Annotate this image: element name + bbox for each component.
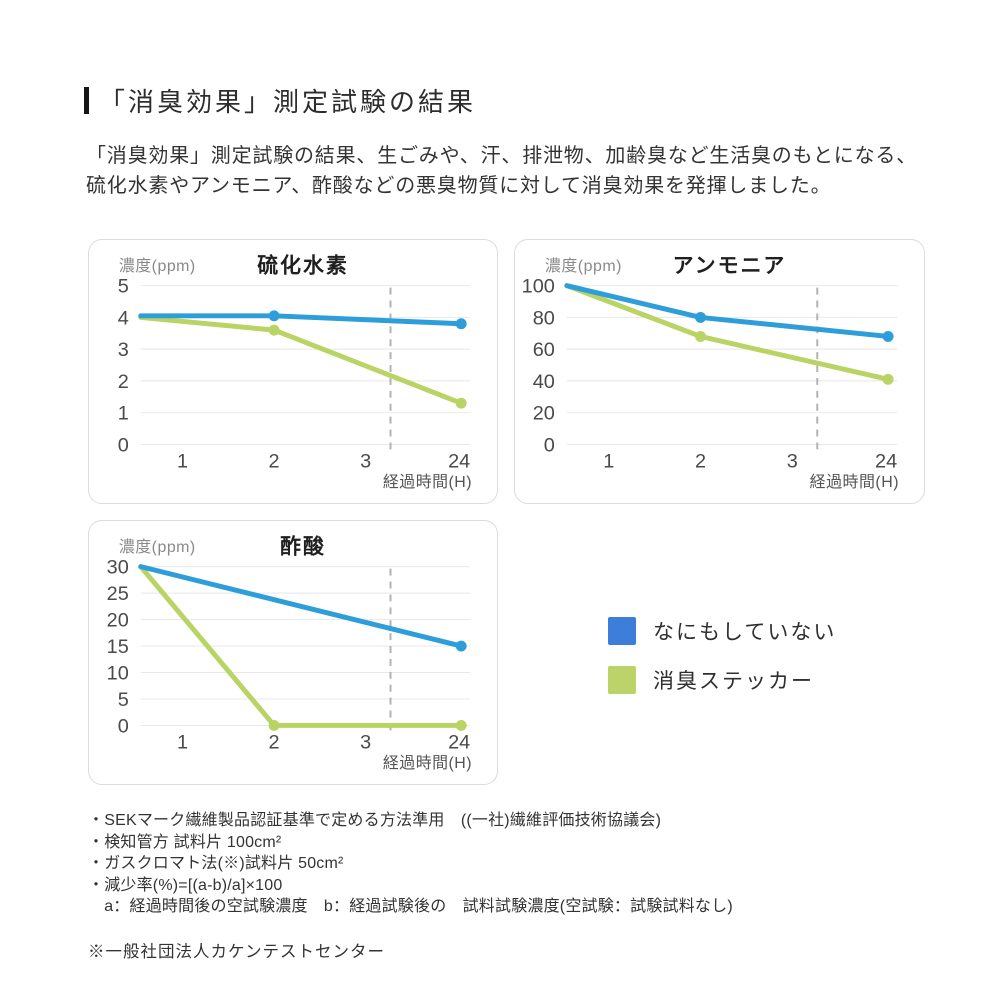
footnote-line: ・検知管方 試料片 100cm² — [88, 833, 282, 851]
x-tick-label: 24 — [875, 450, 897, 472]
x-tick-label: 24 — [448, 450, 470, 472]
x-tick-label: 3 — [360, 450, 371, 472]
chart-card-ammonia: 0 20 40 60 80 100 1 2 3 24 経過時間(H) 濃度(ppm) アンモニア — [514, 239, 925, 504]
y-tick-label: 1 — [118, 403, 129, 425]
x-tick-label: 1 — [177, 450, 188, 472]
intro-line-2: 硫化水素やアンモニア、酢酸などの悪臭物質に対して消臭効果を発揮しました。 — [86, 175, 832, 197]
y-axis-label: 濃度(ppm) — [119, 257, 196, 275]
y-tick-label: 80 — [533, 307, 555, 329]
chart-title: 硫化水素 — [257, 254, 349, 278]
series-dot-green — [455, 719, 467, 731]
legend-label-deodorant-sticker: 消臭ステッカー — [653, 670, 814, 693]
y-tick-label: 30 — [107, 557, 129, 579]
intro-line-1: 「消臭効果」測定試験の結果、生ごみや、汗、排泄物、加齢臭など生活臭のもとになる、 — [86, 145, 917, 167]
y-tick-label: 10 — [107, 662, 129, 684]
y-tick-label: 3 — [118, 339, 129, 361]
y-tick-label: 0 — [118, 434, 129, 456]
chart-card-acetic-acid: 0 5 10 15 20 25 30 1 2 3 24 経過時間(H) 濃度(ppm) 酢酸 — [88, 520, 498, 785]
x-tick-label: 2 — [269, 731, 280, 753]
x-tick-label: 2 — [695, 450, 706, 472]
y-axis-label: 濃度(ppm) — [119, 538, 196, 556]
x-tick-label: 3 — [787, 450, 798, 472]
chart-title: アンモニア — [673, 255, 787, 278]
x-tick-label: 2 — [269, 450, 280, 472]
x-axis-label: 経過時間(H) — [383, 473, 472, 491]
y-tick-label: 40 — [533, 371, 555, 393]
title-accent-bar — [84, 87, 89, 114]
footnote-line: ・ガスクロマト法(※)試料片 50cm² — [88, 855, 344, 872]
series-dot-blue — [882, 331, 894, 342]
source-note: ※一般社団法人カケンテストセンター — [88, 943, 386, 961]
y-tick-label: 0 — [544, 434, 555, 456]
chart-title: 酢酸 — [280, 535, 326, 559]
series-dot-blue — [695, 311, 707, 323]
y-tick-label: 20 — [107, 610, 129, 632]
series-dot-green — [882, 373, 894, 385]
series-dot-green — [695, 331, 707, 342]
y-tick-label: 100 — [522, 276, 555, 298]
legend-swatch-green-icon — [608, 666, 636, 694]
x-axis-label: 経過時間(H) — [810, 473, 899, 491]
x-tick-label: 1 — [603, 450, 614, 472]
y-tick-label: 15 — [107, 636, 129, 658]
series-dot-blue — [268, 310, 280, 322]
y-tick-label: 4 — [118, 307, 129, 329]
chart-legend: なにもしていない 消臭ステッカー — [608, 616, 836, 714]
x-tick-label: 1 — [177, 731, 188, 753]
page-title: 「消臭効果」測定試験の結果 — [99, 87, 477, 117]
legend-item-untreated: なにもしていない — [608, 616, 836, 646]
y-tick-label: 20 — [533, 403, 555, 425]
series-dot-blue — [455, 318, 467, 330]
footnote-line: ・減少率(%)=[(a-b)/a]×100 — [88, 876, 283, 894]
series-dot-green — [268, 324, 280, 336]
x-tick-label: 3 — [360, 731, 371, 753]
x-axis-label: 経過時間(H) — [383, 754, 472, 772]
series-line-blue — [564, 283, 891, 339]
legend-swatch-blue-icon — [608, 617, 636, 645]
series-line-blue — [138, 564, 464, 649]
y-tick-label: 0 — [118, 715, 129, 737]
legend-label-untreated: なにもしていない — [653, 621, 837, 644]
chart-card-hydrogen-sulfide: 0 1 2 3 4 5 1 2 3 24 経過時間(H) 濃度(ppm) 硫化水素 — [88, 239, 498, 504]
y-axis-label: 濃度(ppm) — [545, 257, 622, 275]
footnotes: ・SEKマーク繊維製品認証基準で定める方法準用 ((一社)繊維評価技術協議会) … — [88, 810, 733, 918]
series-dot-green — [268, 719, 280, 731]
footnote-line: a：経過時間後の空試験濃度 b：経過試験後の 試料試験濃度(空試験：試験試料なし… — [88, 898, 733, 915]
legend-item-deodorant-sticker: 消臭ステッカー — [608, 665, 836, 695]
series-line-green — [138, 314, 464, 406]
series-dot-blue — [455, 640, 467, 652]
header: 「消臭効果」測定試験の結果 — [84, 82, 476, 119]
series-dot-green — [455, 397, 467, 409]
y-tick-label: 5 — [118, 276, 129, 298]
y-tick-label: 2 — [118, 371, 129, 393]
y-tick-label: 25 — [107, 583, 129, 605]
footnote-line: ・SEKマーク繊維製品認証基準で定める方法準用 ((一社)繊維評価技術協議会) — [88, 812, 662, 829]
y-tick-label: 60 — [533, 339, 555, 361]
intro-paragraph: 「消臭効果」測定試験の結果、生ごみや、汗、排泄物、加齢臭など生活臭のもとになる、… — [86, 141, 917, 201]
x-tick-label: 24 — [448, 731, 470, 753]
y-tick-label: 5 — [118, 689, 129, 711]
